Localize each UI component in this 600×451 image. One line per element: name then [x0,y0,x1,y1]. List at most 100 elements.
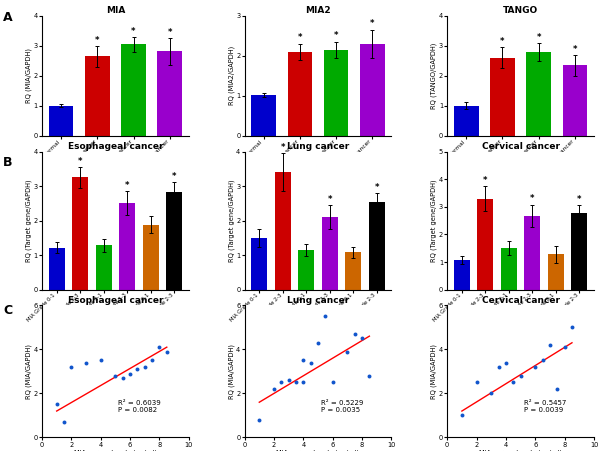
Bar [157,51,182,136]
Bar [478,198,493,290]
Point [254,416,264,423]
Bar [166,192,182,290]
Bar [95,245,112,290]
Point [155,344,164,351]
Y-axis label: RQ (MIA/GAPDH): RQ (MIA/GAPDH) [26,344,32,399]
Bar [251,95,276,136]
Title: MIA: MIA [106,6,125,15]
Bar [143,225,158,290]
X-axis label: MIA serum levels (pg/ml): MIA serum levels (pg/ml) [74,449,157,451]
Point [313,339,323,346]
Y-axis label: RQ (MIA/GAPDH): RQ (MIA/GAPDH) [431,344,437,399]
Bar [287,52,312,136]
Text: *: * [334,31,338,40]
X-axis label: Immunohistochemical Grade: Immunohistochemical Grade [67,330,164,336]
Bar [369,202,385,290]
Bar [571,213,587,290]
Text: R² = 0.6039
P = 0.0082: R² = 0.6039 P = 0.0082 [118,400,161,414]
Bar [251,238,267,290]
Point [299,379,308,386]
Point [538,357,547,364]
Bar [501,248,517,290]
Point [545,341,555,349]
Text: *: * [78,156,82,166]
Y-axis label: RQ (MIA/GAPDH): RQ (MIA/GAPDH) [26,48,32,103]
Point [52,401,61,408]
Point [487,390,496,397]
Bar [298,250,314,290]
Point [118,374,128,382]
Point [59,419,69,426]
Text: *: * [95,36,100,45]
Point [110,372,120,379]
Text: * P < 0.05: * P < 0.05 [562,379,594,384]
Point [530,364,540,371]
Text: *: * [573,45,577,54]
Bar [49,106,73,136]
Point [328,379,337,386]
Point [96,357,106,364]
Text: * P < 0.05: * P < 0.05 [157,205,189,211]
Text: *: * [374,183,379,192]
Text: *: * [125,181,130,190]
Title: MIA2: MIA2 [305,6,331,15]
Point [508,379,518,386]
Point [343,348,352,355]
Bar [121,44,146,136]
Title: Esophageal cancer: Esophageal cancer [68,295,163,304]
Text: A: A [3,11,13,24]
Y-axis label: RQ (TANGO/GAPDH): RQ (TANGO/GAPDH) [431,43,437,109]
Title: Cervical cancer: Cervical cancer [482,295,560,304]
Bar [524,216,541,290]
Title: Cervical cancer: Cervical cancer [482,142,560,151]
Text: C: C [3,304,12,318]
Point [133,366,142,373]
Point [125,370,135,377]
Point [291,379,301,386]
Point [560,344,569,351]
Text: *: * [483,176,488,185]
Text: *: * [577,195,581,204]
Point [365,372,374,379]
Text: * P < 0.05: * P < 0.05 [562,205,594,211]
Bar [72,177,88,290]
Y-axis label: RQ (Target gene/GAPDH): RQ (Target gene/GAPDH) [26,179,32,262]
Bar [49,248,65,290]
X-axis label: Immunohistochemical Grade: Immunohistochemical Grade [270,330,366,336]
Point [162,348,172,355]
Y-axis label: RQ (MIA2/GAPDH): RQ (MIA2/GAPDH) [228,46,235,106]
Point [357,335,367,342]
Text: *: * [370,19,374,28]
Point [567,324,577,331]
Text: R² = 0.5457
P = 0.0039: R² = 0.5457 P = 0.0039 [524,400,566,414]
Point [501,359,511,366]
Point [299,357,308,364]
Text: *: * [131,27,136,36]
Text: *: * [281,143,285,152]
Point [67,364,76,371]
Bar [454,260,470,290]
Point [269,386,279,393]
Text: *: * [298,33,302,42]
Text: B: B [3,156,13,169]
Text: *: * [167,28,172,37]
Point [516,372,526,379]
Bar [322,217,338,290]
Y-axis label: RQ (MIA/GAPDH): RQ (MIA/GAPDH) [228,344,235,399]
Text: *: * [172,171,176,180]
X-axis label: Immunohistochemical Grade: Immunohistochemical Grade [472,330,569,336]
Point [81,359,91,366]
Text: * P < 0.05: * P < 0.05 [157,379,189,384]
Text: *: * [500,37,505,46]
Bar [345,253,361,290]
Text: *: * [530,194,535,203]
Point [320,313,330,320]
Bar [119,203,135,290]
Text: *: * [328,195,332,204]
X-axis label: MIA serum levels (pg/ml): MIA serum levels (pg/ml) [277,449,359,451]
Title: Lung cancer: Lung cancer [287,142,349,151]
Point [472,379,481,386]
Bar [526,52,551,136]
Point [350,330,359,337]
Point [148,357,157,364]
